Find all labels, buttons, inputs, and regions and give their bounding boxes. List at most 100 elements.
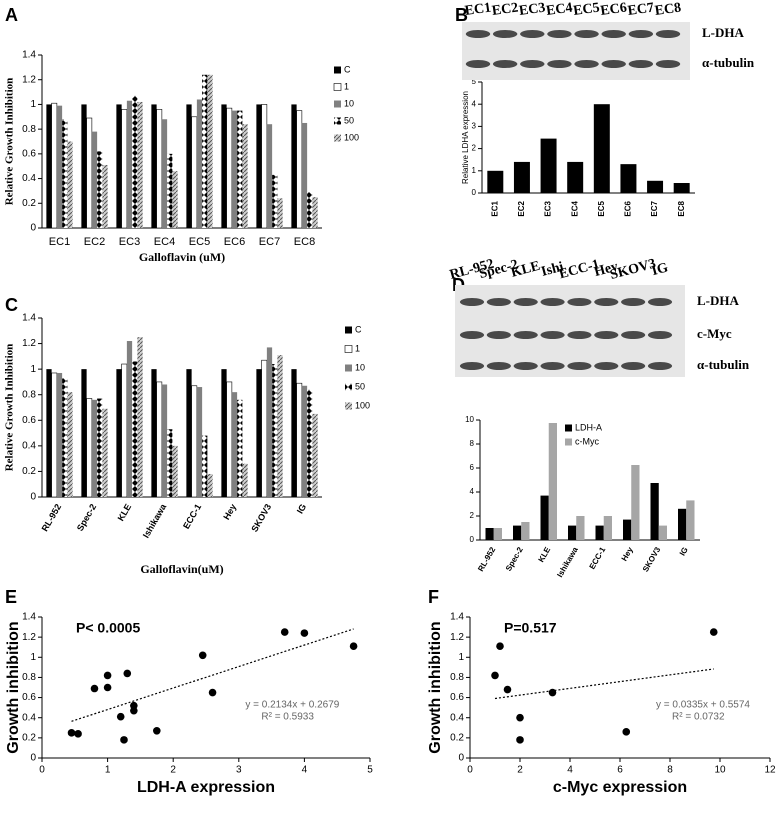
blot-band [540,298,565,306]
bar [266,124,273,228]
x-tick-label: Hey [620,545,635,563]
x-tick-label: 0 [39,765,45,776]
x-tick-label: RL-952 [476,545,497,573]
lane-label: EC5 [572,0,600,19]
blot-band [547,60,572,68]
lane-label: EC8 [654,0,682,19]
y-tick-label: 3 [472,122,477,131]
blot-band [567,298,592,306]
bar [151,104,157,228]
y-tick-label: 0.2 [22,466,36,477]
y-tick-label: 2 [472,144,477,153]
legend-marker [334,66,341,74]
bar [191,116,198,229]
panel-label: B [455,5,468,25]
y-tick-label: 0.6 [22,415,36,426]
bar [631,465,640,540]
blot-band [486,298,511,306]
p-value: P< 0.0005 [76,620,140,636]
bar [242,463,248,497]
blot-band [513,362,538,370]
y-tick-label: 0.8 [22,389,36,400]
bar [296,110,303,229]
y-tick-label: 0.4 [22,712,36,723]
bar [121,363,128,498]
bar [186,369,192,497]
blot-band [655,30,681,38]
bar [126,100,133,228]
legend-marker [334,117,341,125]
bar [301,122,308,228]
x-tick-label: Spec-2 [75,502,98,533]
legend-marker [344,345,353,353]
y-tick-label: 0.4 [22,440,36,451]
y-tick-label: 1.2 [22,632,36,643]
y-tick-label: 0.8 [450,672,464,683]
x-tick-label: 3 [236,765,242,776]
y-tick-label: 1.4 [22,612,36,623]
lane-label: EC7 [627,0,655,19]
x-tick-label: RL-952 [40,502,64,533]
point [349,642,358,651]
bar [277,198,283,228]
x-tick-label: 2 [170,765,176,776]
bar [567,161,584,193]
x-tick-label: KLE [537,545,553,564]
y-tick-label: 4 [472,99,477,108]
lane-label: EC4 [545,0,573,19]
blot-band [513,298,538,306]
point [491,671,499,680]
y-tick-label: 1.4 [22,313,36,324]
bar [132,361,138,497]
panel-label: F [428,587,439,607]
blot-band [594,298,619,306]
bar [261,104,268,229]
x-axis-label: Galloflavin(uM) [140,562,223,576]
bar [51,102,58,229]
blot-band [628,30,654,38]
x-tick-label: 0 [467,765,473,776]
blot-band [621,331,646,339]
y-tick-label: 10 [465,415,474,424]
x-tick-label: Ishikawa [141,501,169,539]
bar [207,74,213,229]
bar [116,369,122,497]
blot-band [647,362,673,370]
x-tick-label: 8 [667,765,673,776]
blot-band [492,30,518,38]
y-tick-label: 0.8 [22,124,36,135]
point [130,706,138,715]
blot-band [655,60,681,68]
bar [272,174,278,228]
point [208,688,217,697]
bar [568,525,577,540]
legend-label: 100 [355,400,370,410]
x-tick-label: ECC-1 [588,545,608,571]
legend-label: 10 [355,362,365,372]
y-tick-label: 0.4 [450,712,464,723]
x-tick-label: EC6 [224,236,245,248]
bar [172,171,178,228]
panel-label: C [5,295,18,315]
bar [172,445,178,497]
x-tick-label: 2 [517,765,523,776]
bar [307,389,313,497]
blot-band [647,331,673,339]
y-axis-label: Relative Growth Inhibition [4,344,16,472]
bar [256,104,262,228]
x-tick-label: EC2 [517,200,526,216]
x-tick-label: 10 [714,765,726,776]
bar [312,413,318,497]
bar [81,369,87,497]
bar [650,483,659,540]
bar [202,74,208,229]
bar [56,372,63,497]
x-tick-label: 4 [567,765,573,776]
band-label: L-DHA [702,25,745,40]
legend-label: 10 [344,98,354,108]
x-tick-label: 6 [617,765,623,776]
lane-label: Ishi [540,260,566,280]
x-tick-label: EC3 [119,236,140,248]
x-tick-label: EC4 [570,200,579,216]
